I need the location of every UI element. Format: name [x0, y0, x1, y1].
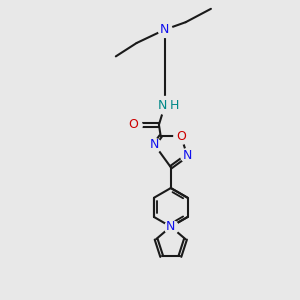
Text: N: N: [158, 99, 167, 112]
Text: N: N: [182, 149, 192, 162]
Text: N: N: [166, 220, 176, 233]
Text: O: O: [129, 118, 139, 131]
Text: H: H: [170, 99, 179, 112]
Text: O: O: [176, 130, 186, 142]
Text: N: N: [150, 138, 159, 151]
Text: N: N: [160, 23, 170, 36]
